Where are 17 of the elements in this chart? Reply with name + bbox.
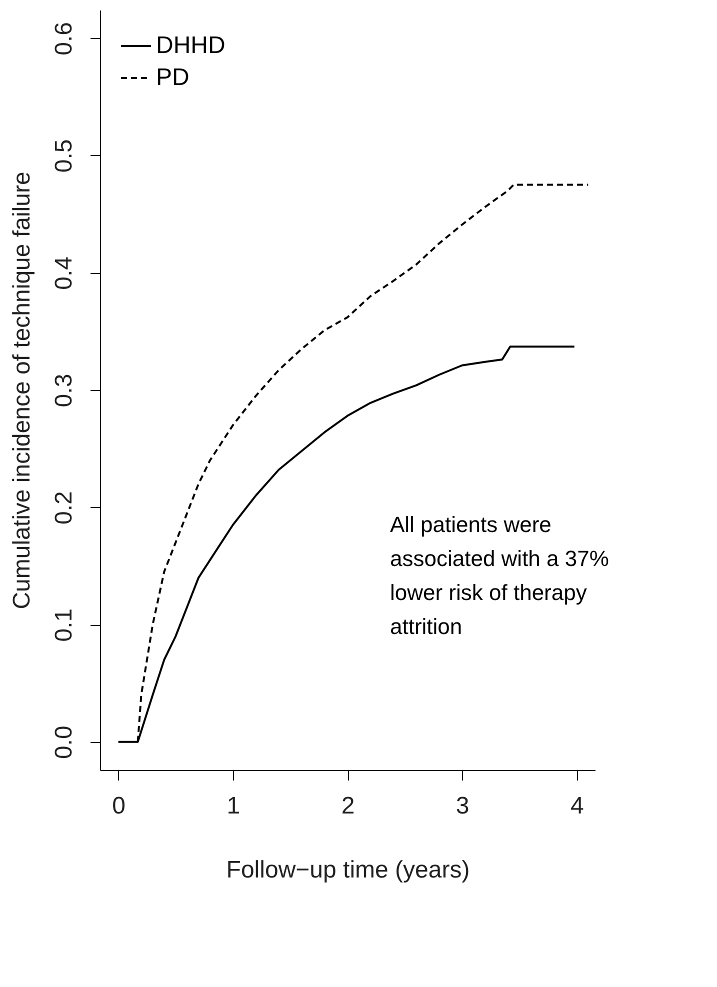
y-tick-label: 0.2 xyxy=(50,491,78,524)
y-tick-label: 0.6 xyxy=(50,22,78,56)
y-tick-label: 0.4 xyxy=(50,256,78,290)
x-axis-title: Follow−up time (years) xyxy=(226,856,470,884)
x-tick-label: 0 xyxy=(112,792,126,820)
legend-label: PD xyxy=(156,64,190,91)
x-tick-label: 2 xyxy=(341,792,355,820)
y-tick-label: 0.1 xyxy=(50,608,78,642)
legend-label: DHHD xyxy=(156,32,226,59)
y-tick-label: 0.3 xyxy=(50,374,78,408)
x-tick-label: 1 xyxy=(226,792,240,820)
annotation: All patients were associated with a 37% lower risk of therapy attrition xyxy=(390,512,609,639)
x-tick-label: 4 xyxy=(570,792,584,820)
x-tick-label: 3 xyxy=(456,792,470,820)
y-tick-label: 0.5 xyxy=(50,139,78,173)
y-tick-label: 0.0 xyxy=(50,726,78,760)
y-axis-title: Cumulative incidence of technique failure xyxy=(8,172,36,610)
